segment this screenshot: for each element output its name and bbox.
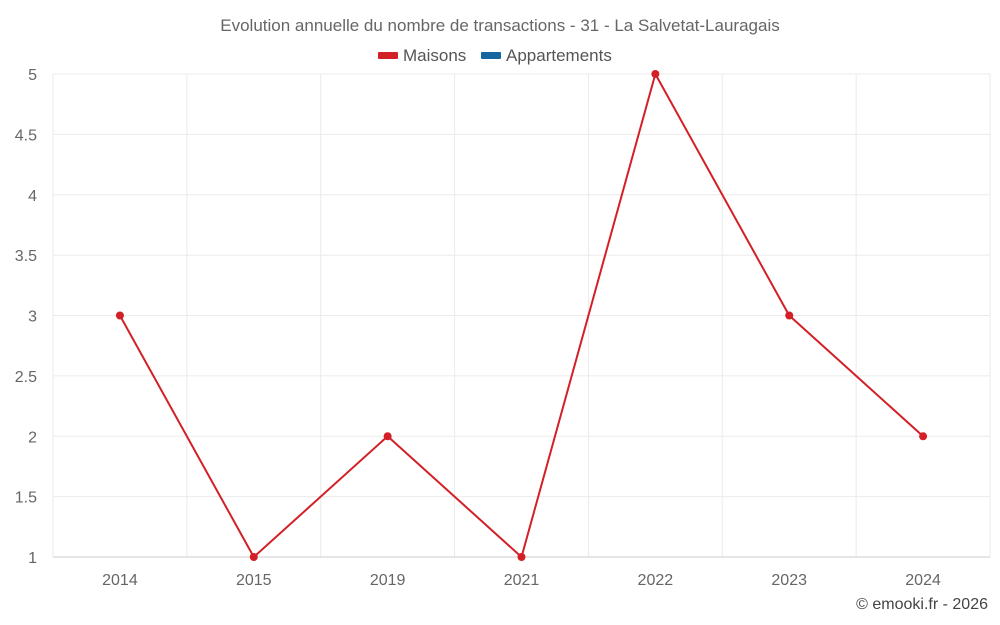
chart-title: Evolution annuelle du nombre de transact… — [220, 16, 779, 35]
legend: Maisons Appartements — [378, 46, 612, 65]
data-point[interactable] — [919, 432, 928, 441]
data-point[interactable] — [517, 553, 526, 561]
y-tick-label: 4 — [28, 188, 37, 205]
x-tick-label: 2021 — [504, 572, 540, 589]
x-tick-label: 2024 — [905, 572, 941, 589]
y-axis-ticks: 1 1.5 2 2.5 3 3.5 4 4.5 5 — [15, 67, 37, 567]
legend-swatch-maisons[interactable] — [378, 52, 398, 59]
data-point[interactable] — [249, 553, 258, 561]
x-axis-ticks: 2014 2015 2019 2021 2022 2023 2024 — [102, 572, 941, 589]
data-point[interactable] — [651, 70, 660, 78]
y-tick-label: 1 — [28, 550, 37, 567]
data-point[interactable] — [115, 311, 124, 320]
y-tick-label: 1.5 — [15, 490, 37, 507]
legend-label-appartements[interactable]: Appartements — [506, 46, 612, 65]
data-point[interactable] — [383, 432, 392, 441]
x-tick-label: 2023 — [771, 572, 807, 589]
legend-swatch-appartements[interactable] — [481, 52, 501, 59]
y-tick-label: 3.5 — [15, 248, 37, 265]
y-tick-label: 2 — [28, 429, 37, 446]
x-tick-label: 2019 — [370, 572, 406, 589]
credit-text: © emooki.fr - 2026 — [856, 596, 988, 613]
y-tick-label: 2.5 — [15, 369, 37, 386]
x-tick-label: 2022 — [638, 572, 674, 589]
x-tick-label: 2015 — [236, 572, 272, 589]
x-tick-label: 2014 — [102, 572, 138, 589]
legend-label-maisons[interactable]: Maisons — [403, 46, 466, 65]
y-tick-label: 3 — [28, 309, 37, 326]
data-point[interactable] — [785, 311, 794, 320]
series-layer — [115, 70, 928, 561]
y-tick-label: 5 — [28, 67, 37, 84]
y-gridlines — [53, 73, 990, 498]
y-tick-label: 4.5 — [15, 127, 37, 144]
